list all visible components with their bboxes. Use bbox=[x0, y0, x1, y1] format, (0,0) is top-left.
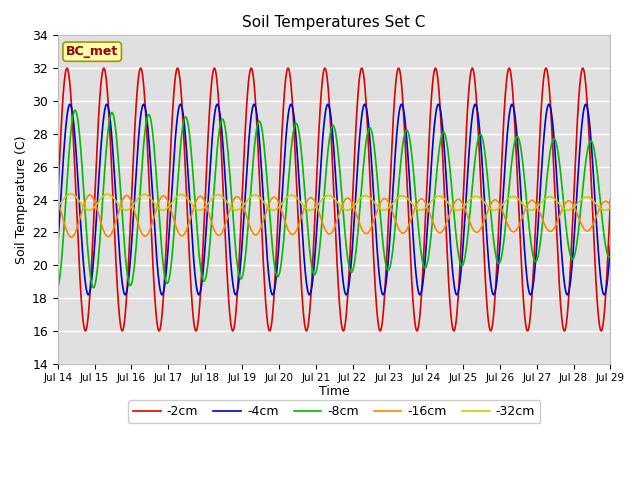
-8cm bbox=[71, 108, 79, 113]
-32cm bbox=[495, 205, 503, 211]
-4cm bbox=[495, 254, 503, 260]
Y-axis label: Soil Temperature (C): Soil Temperature (C) bbox=[15, 135, 28, 264]
-2cm bbox=[208, 75, 216, 81]
-32cm bbox=[208, 195, 216, 201]
-4cm bbox=[363, 106, 371, 112]
Line: -4cm: -4cm bbox=[58, 104, 611, 295]
-8cm bbox=[54, 286, 61, 291]
-32cm bbox=[573, 201, 581, 206]
-2cm bbox=[597, 328, 605, 334]
-2cm bbox=[54, 197, 61, 203]
-4cm bbox=[558, 256, 566, 262]
-16cm bbox=[573, 212, 581, 217]
-4cm bbox=[54, 242, 61, 248]
Title: Soil Temperatures Set C: Soil Temperatures Set C bbox=[243, 15, 426, 30]
-2cm bbox=[558, 315, 566, 321]
-8cm bbox=[495, 261, 502, 266]
-16cm bbox=[363, 231, 371, 237]
-16cm bbox=[67, 234, 75, 240]
-2cm bbox=[63, 65, 71, 71]
-4cm bbox=[324, 101, 332, 107]
X-axis label: Time: Time bbox=[319, 385, 349, 398]
-4cm bbox=[607, 242, 614, 248]
-16cm bbox=[607, 203, 614, 209]
-2cm bbox=[495, 221, 502, 227]
-2cm bbox=[607, 197, 614, 203]
Line: -2cm: -2cm bbox=[58, 68, 611, 331]
-8cm bbox=[558, 181, 566, 187]
-8cm bbox=[573, 238, 581, 244]
-2cm bbox=[573, 121, 581, 127]
-16cm bbox=[351, 206, 358, 212]
Line: -8cm: -8cm bbox=[58, 110, 611, 288]
-8cm bbox=[607, 253, 614, 259]
-2cm bbox=[362, 102, 370, 108]
-8cm bbox=[208, 212, 216, 218]
-2cm bbox=[350, 160, 358, 166]
-32cm bbox=[558, 204, 566, 210]
-16cm bbox=[86, 192, 93, 198]
-4cm bbox=[351, 213, 358, 219]
-8cm bbox=[350, 261, 358, 267]
-32cm bbox=[269, 207, 277, 213]
-4cm bbox=[573, 182, 581, 188]
-32cm bbox=[54, 204, 61, 210]
-4cm bbox=[342, 292, 350, 298]
Line: -16cm: -16cm bbox=[58, 195, 611, 237]
-16cm bbox=[209, 222, 216, 228]
-32cm bbox=[607, 204, 614, 210]
-32cm bbox=[67, 191, 74, 197]
Legend: -2cm, -4cm, -8cm, -16cm, -32cm: -2cm, -4cm, -8cm, -16cm, -32cm bbox=[128, 400, 540, 423]
-16cm bbox=[558, 207, 566, 213]
-16cm bbox=[54, 198, 61, 204]
-4cm bbox=[208, 140, 216, 145]
-8cm bbox=[362, 138, 370, 144]
-32cm bbox=[351, 202, 358, 208]
-32cm bbox=[363, 193, 371, 199]
Line: -32cm: -32cm bbox=[58, 194, 611, 210]
-16cm bbox=[495, 201, 503, 206]
Text: BC_met: BC_met bbox=[66, 45, 118, 58]
